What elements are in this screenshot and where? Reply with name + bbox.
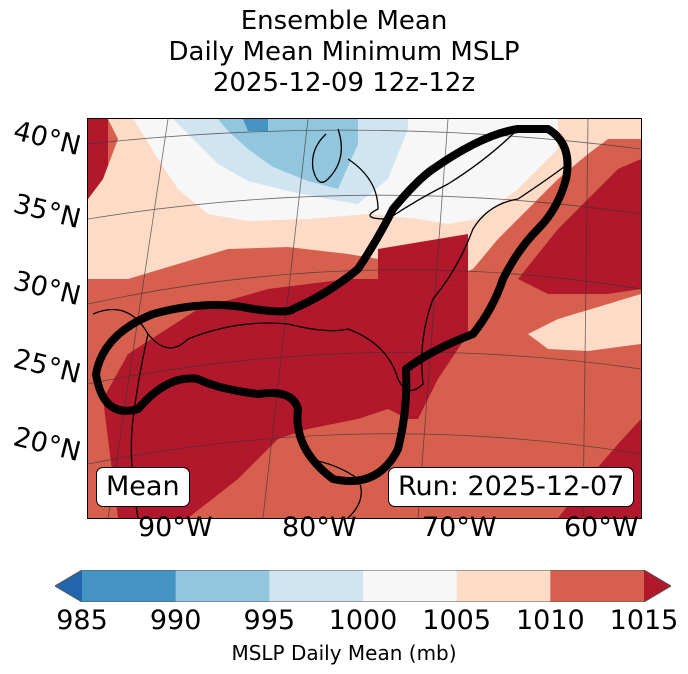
colorbar-segment-990-995 xyxy=(175,570,270,602)
colorbar-segment-1005-1010 xyxy=(456,570,551,602)
run-date-box: Run: 2025-12-07 xyxy=(388,467,635,507)
colorbar-segment-995-1000 xyxy=(269,570,364,602)
colorbar-segment-985-990 xyxy=(82,570,177,602)
lat-label-25n: 25°N xyxy=(10,343,84,391)
map-canvas xyxy=(88,119,641,518)
colorbar-tick-label-985: 985 xyxy=(56,605,108,636)
shade-1005-1010-atlantic xyxy=(528,294,641,351)
shade-gt1015-coast xyxy=(378,234,468,284)
colorbar-tick-label-1005: 1005 xyxy=(422,605,492,636)
shade-gt1015-atlantic xyxy=(518,159,641,294)
colorbar-label: MSLP Daily Mean (mb) xyxy=(231,641,457,665)
contour-outline xyxy=(92,125,572,485)
colorbar-tick-label-1010: 1010 xyxy=(515,605,585,636)
colorbar xyxy=(55,570,671,602)
colorbar-tick-label-1015: 1015 xyxy=(609,605,679,636)
lat-label-20n: 20°N xyxy=(10,421,84,469)
colorbar-extend-under xyxy=(55,570,82,602)
mslp-map: Mean Run: 2025-12-07 xyxy=(87,118,642,519)
lon-label-60w: 60°W xyxy=(564,512,639,543)
lon-label-70w: 70°W xyxy=(422,512,497,543)
lat-label-30n: 30°N xyxy=(10,265,84,313)
title-line-3: 2025-12-09 12z-12z xyxy=(212,68,476,98)
shade-985-990 xyxy=(243,119,268,131)
lon-label-80w: 80°W xyxy=(282,512,357,543)
colorbar-extend-over xyxy=(644,570,671,602)
lat-label-35n: 35°N xyxy=(10,188,84,236)
mean-label-box: Mean xyxy=(96,467,190,507)
lat-label-40n: 40°N xyxy=(10,115,84,163)
colorbar-segment-1000-1005 xyxy=(363,570,458,602)
colorbar-tick-label-1000: 1000 xyxy=(328,605,398,636)
colorbar-tick-label-995: 995 xyxy=(243,605,296,636)
colorbar-tick-label-990: 990 xyxy=(149,605,202,636)
lon-label-90w: 90°W xyxy=(138,512,213,543)
title-line-1: Ensemble Mean xyxy=(240,6,448,36)
title-line-2: Daily Mean Minimum MSLP xyxy=(168,37,520,67)
colorbar-segment-1010-1015 xyxy=(550,570,645,602)
